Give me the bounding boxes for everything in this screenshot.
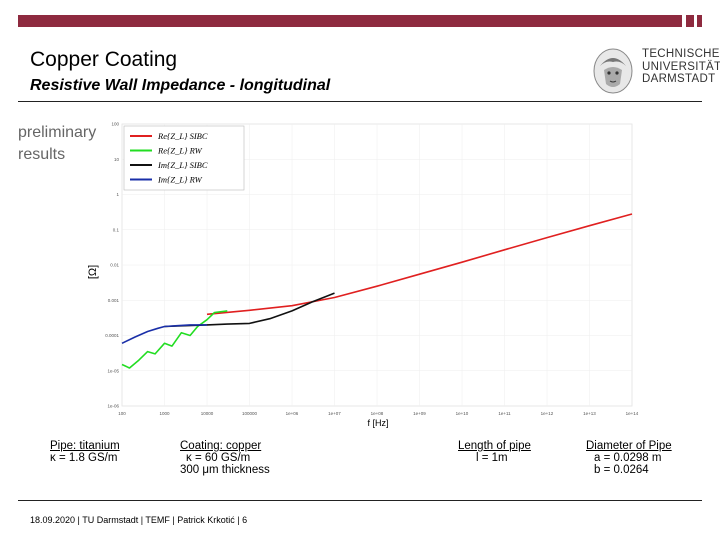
athena-head-icon <box>593 48 633 94</box>
x-tick-label: 100 <box>118 411 126 416</box>
y-tick-label: 0.01 <box>110 263 119 268</box>
coating-thickness: 300 μm thickness <box>180 464 270 476</box>
y-tick-label: 1 <box>116 192 119 197</box>
footer-text: 18.09.2020 | TU Darmstadt | TEMF | Patri… <box>30 515 248 525</box>
diameter-info: Diameter of Pipe a = 0.0298 m b = 0.0264 <box>586 440 672 476</box>
x-tick-label: 1e+06 <box>286 411 299 416</box>
x-tick-label: 1e+10 <box>456 411 469 416</box>
coating-heading: Coating: copper <box>180 440 262 452</box>
slide-subtitle: Resistive Wall Impedance - longitudinal <box>30 77 331 94</box>
brand-bar <box>18 15 702 27</box>
coating-conductivity: κ = 60 GS/m <box>186 452 251 464</box>
length-heading: Length of pipe <box>458 440 531 452</box>
diameter-a: a = 0.0298 m <box>594 452 662 464</box>
y-tick-label: 0.001 <box>108 298 120 303</box>
title-area: Copper Coating Resistive Wall Impedance … <box>18 30 720 102</box>
pipe-info: Pipe: titanium κ = 1.8 GS/m <box>50 440 120 464</box>
length-value: l = 1m <box>476 452 508 464</box>
diameter-b: b = 0.0264 <box>594 464 649 476</box>
slide-title: Copper Coating <box>30 48 178 71</box>
preliminary-note: preliminary results <box>18 124 97 163</box>
y-tick-label: 0.0001 <box>105 333 119 338</box>
brand-bar-main <box>18 15 682 27</box>
impedance-chart: 100 1000 10000 100000 1e+06 1e+07 1e+08 1e+09 1e… <box>88 122 639 429</box>
x-tick-label: 100000 <box>242 411 258 416</box>
tu-darmstadt-logo: TECHNISCHE UNIVERSITÄT DARMSTADT <box>578 44 720 98</box>
legend-label: Im{Z_L} RW <box>157 175 203 185</box>
y-tick-label: 1e-05 <box>107 368 119 373</box>
y-tick-label: 10 <box>114 157 120 162</box>
coating-info: Coating: copper κ = 60 GS/m 300 μm thick… <box>180 440 270 476</box>
footer-divider <box>18 500 702 501</box>
x-tick-label: 1e+08 <box>371 411 384 416</box>
series-line <box>121 324 207 345</box>
brand-bar-block <box>686 15 694 27</box>
legend-label: Im{Z_L} SIBC <box>157 160 208 170</box>
legend-label: Re{Z_L} RW <box>157 146 203 156</box>
logo-wordmark: TECHNISCHE UNIVERSITÄT DARMSTADT <box>642 48 720 85</box>
y-tick-label: 1e-06 <box>107 404 119 409</box>
x-tick-label: 1e+11 <box>498 411 511 416</box>
x-axis-label: f [Hz] <box>367 418 388 428</box>
y-tick-label: 0.1 <box>113 227 120 232</box>
series-line <box>121 310 228 369</box>
pipe-heading: Pipe: titanium <box>50 440 120 452</box>
y-axis-label: [Ω] <box>88 265 99 279</box>
x-tick-label: 1e+12 <box>541 411 554 416</box>
series-line <box>206 213 633 316</box>
x-tick-label: 1e+14 <box>626 411 639 416</box>
x-tick-label: 1e+13 <box>583 411 596 416</box>
x-tick-label: 1e+09 <box>413 411 426 416</box>
legend-label: Re{Z_L} SIBC <box>157 131 208 141</box>
x-tick-label: 10000 <box>201 411 214 416</box>
length-info: Length of pipe l = 1m <box>458 440 531 464</box>
x-tick-label: 1e+07 <box>328 411 341 416</box>
pipe-conductivity: κ = 1.8 GS/m <box>50 452 118 464</box>
y-tick-label: 100 <box>111 122 119 127</box>
brand-bar-block <box>697 15 702 27</box>
x-tick-label: 1000 <box>159 411 170 416</box>
diameter-heading: Diameter of Pipe <box>586 440 672 452</box>
